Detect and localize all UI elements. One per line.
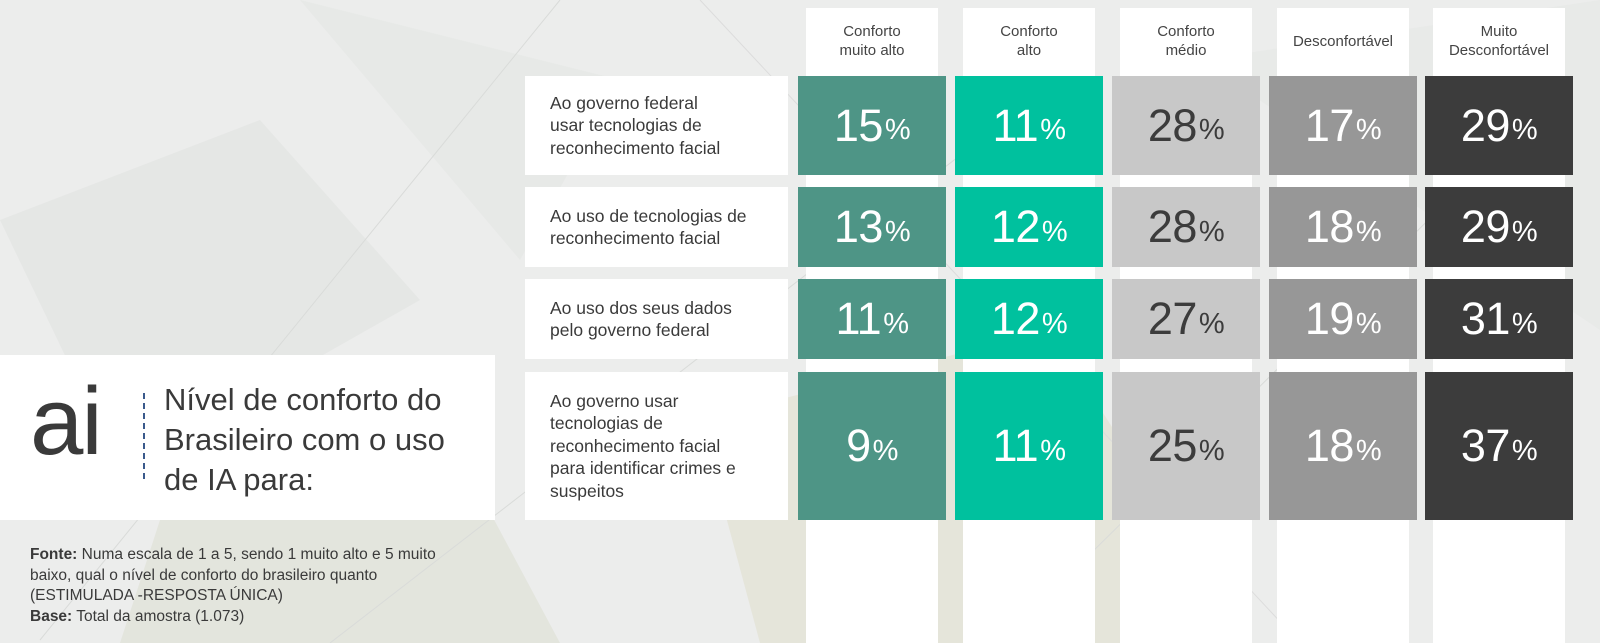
value-cell: 18% bbox=[1269, 372, 1417, 520]
value-label: 11 bbox=[835, 293, 882, 344]
percent-sign: % bbox=[1511, 434, 1538, 467]
value-cell: 13% bbox=[798, 187, 946, 267]
percent-sign: % bbox=[1355, 434, 1382, 467]
value-label: 29 bbox=[1460, 201, 1511, 252]
value-cell: 19% bbox=[1269, 279, 1417, 359]
value-cell: 12% bbox=[955, 187, 1103, 267]
value-label: 37 bbox=[1460, 420, 1511, 471]
percent-sign: % bbox=[1511, 114, 1538, 146]
value-label: 19 bbox=[1304, 293, 1355, 344]
value-cell: 31% bbox=[1425, 279, 1573, 359]
value-label: 27 bbox=[1147, 293, 1198, 344]
value-cell: 37% bbox=[1425, 372, 1573, 520]
percent-sign: % bbox=[1198, 434, 1225, 467]
column-header: Conforto muito alto bbox=[839, 23, 905, 59]
value-cell: 11% bbox=[955, 372, 1103, 520]
value-label: 18 bbox=[1304, 420, 1355, 471]
percent-sign: % bbox=[1355, 215, 1382, 248]
value-cell: 29% bbox=[1425, 187, 1573, 267]
percent-sign: % bbox=[1511, 307, 1538, 340]
base-text: Total da amostra (1.073) bbox=[72, 607, 245, 625]
value-label: 31 bbox=[1460, 293, 1511, 344]
fonte-label: Fonte: bbox=[30, 546, 78, 563]
value-cell: 25% bbox=[1112, 372, 1260, 520]
value-cell: 11% bbox=[798, 279, 946, 359]
value-cell: 17% bbox=[1269, 76, 1417, 175]
value-label: 12 bbox=[990, 201, 1041, 252]
value-label: 11 bbox=[992, 420, 1039, 471]
value-label: 18 bbox=[1304, 201, 1355, 252]
value-cell: 28% bbox=[1112, 187, 1260, 267]
percent-sign: % bbox=[1041, 215, 1068, 248]
percent-sign: % bbox=[1198, 114, 1225, 146]
value-cell: 12% bbox=[955, 279, 1103, 359]
value-cell: 9% bbox=[798, 372, 946, 520]
row-label: Ao uso dos seus dados pelo governo feder… bbox=[525, 279, 788, 359]
value-cell: 11% bbox=[955, 76, 1103, 175]
value-label: 17 bbox=[1304, 99, 1355, 151]
percent-sign: % bbox=[884, 114, 911, 146]
percent-sign: % bbox=[1511, 215, 1538, 248]
percent-sign: % bbox=[1355, 307, 1382, 340]
value-cell: 28% bbox=[1112, 76, 1260, 175]
footnote: Fonte: Numa escala de 1 a 5, sendo 1 mui… bbox=[30, 545, 450, 627]
divider bbox=[143, 393, 145, 479]
row-label: Ao governo federal usar tecnologias de r… bbox=[525, 76, 788, 175]
percent-sign: % bbox=[1198, 215, 1225, 248]
column-header: Desconfortável bbox=[1292, 32, 1394, 50]
column-header: Muito Desconfortável bbox=[1448, 23, 1550, 59]
percent-sign: % bbox=[1355, 114, 1382, 146]
ai-logo: ai bbox=[30, 368, 103, 475]
column-header: Conforto alto bbox=[1000, 23, 1058, 59]
percent-sign: % bbox=[1040, 114, 1066, 146]
percent-sign: % bbox=[872, 434, 899, 467]
value-label: 12 bbox=[990, 293, 1041, 344]
column-header: Conforto médio bbox=[1157, 23, 1215, 59]
value-label: 11 bbox=[992, 99, 1039, 151]
value-label: 28 bbox=[1147, 201, 1198, 252]
value-label: 9 bbox=[846, 420, 871, 471]
row-label: Ao governo usar tecnologias de reconheci… bbox=[525, 372, 788, 520]
fonte-text: Numa escala de 1 a 5, sendo 1 muito alto… bbox=[30, 546, 436, 604]
base-label: Base: bbox=[30, 607, 73, 625]
value-cell: 27% bbox=[1112, 279, 1260, 359]
percent-sign: % bbox=[1040, 434, 1066, 467]
value-label: 15 bbox=[833, 99, 884, 151]
percent-sign: % bbox=[884, 215, 911, 248]
title-box bbox=[0, 355, 495, 520]
value-label: 28 bbox=[1147, 99, 1198, 151]
percent-sign: % bbox=[1198, 307, 1225, 340]
value-label: 25 bbox=[1147, 420, 1198, 471]
row-label: Ao uso de tecnologias de reconhecimento … bbox=[525, 187, 788, 267]
value-cell: 18% bbox=[1269, 187, 1417, 267]
percent-sign: % bbox=[1041, 307, 1068, 340]
chart-title: Nível de conforto do Brasileiro com o us… bbox=[164, 382, 445, 497]
value-cell: 15% bbox=[798, 76, 946, 175]
value-label: 29 bbox=[1460, 99, 1511, 151]
percent-sign: % bbox=[883, 307, 909, 340]
value-cell: 29% bbox=[1425, 76, 1573, 175]
value-label: 13 bbox=[833, 201, 884, 252]
